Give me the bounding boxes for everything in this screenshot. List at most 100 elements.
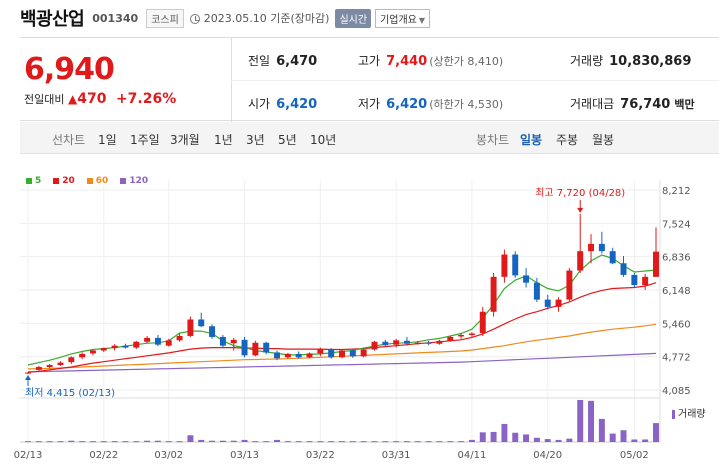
volume-bar <box>209 440 216 442</box>
volume-bar <box>57 441 64 443</box>
stat-volume: 거래량 10,830,869 <box>570 52 691 69</box>
volume-bar <box>620 430 627 442</box>
x-tick-label: 03/22 <box>306 450 335 461</box>
range-1y[interactable]: 1년 <box>214 133 233 147</box>
x-tick-label: 02/13 <box>14 450 43 461</box>
volume-bar <box>360 441 367 443</box>
volume-bar <box>317 441 324 443</box>
candle-body <box>631 274 638 286</box>
volume-bar <box>46 441 53 443</box>
range-5y[interactable]: 5년 <box>278 133 297 147</box>
volume-bar <box>523 434 530 442</box>
price-summary-panel: 6,940 전일대비 ▲470 +7.26% 전일 6,470 고가 7,440 (상… <box>20 37 719 122</box>
volume-bar <box>176 441 183 443</box>
legend-ma60: 60 <box>86 176 108 186</box>
candle-body <box>68 357 75 363</box>
line-chart-label[interactable]: 선차트 <box>52 133 86 147</box>
range-1w[interactable]: 1주일 <box>130 133 160 147</box>
upper-limit: (상한가 8,410) <box>429 55 504 68</box>
volume-bar <box>230 440 237 442</box>
volume-bar <box>219 440 226 442</box>
candle-body <box>35 366 42 370</box>
volume-legend: 거래량 <box>672 405 706 420</box>
company-overview-label: 기업개요 <box>380 14 417 26</box>
candle-body <box>46 365 53 367</box>
volume-bar <box>436 441 443 443</box>
y-tick-label: 6,148 <box>662 286 691 297</box>
stat-label: 시가 <box>248 97 271 111</box>
change-percent: +7.26% <box>115 91 177 107</box>
volume-bar <box>339 441 345 443</box>
company-overview-dropdown[interactable]: 기업개요 ▼ <box>375 8 431 28</box>
x-tick-label: 04/20 <box>533 450 562 461</box>
stat-value: 10,830,869 <box>609 54 692 69</box>
volume-bar <box>544 439 551 442</box>
range-1d[interactable]: 1일 <box>98 133 117 147</box>
candle-body <box>25 372 31 374</box>
y-tick-label: 6,836 <box>662 253 691 264</box>
range-10y[interactable]: 10년 <box>310 133 337 147</box>
clock-icon <box>189 14 200 24</box>
volume-bar <box>144 440 151 442</box>
x-tick-label: 03/13 <box>230 450 259 461</box>
stat-value: 6,420 <box>276 97 318 112</box>
candle-body <box>284 353 291 358</box>
y-tick-label: 5,460 <box>662 319 691 330</box>
high-annotation: 최고 7,720 (04/28) <box>535 187 625 199</box>
stat-label: 거래대금 <box>570 97 615 111</box>
high-arrow-head <box>577 207 584 213</box>
candle-body <box>79 353 86 358</box>
volume-bar <box>468 439 475 442</box>
y-tick-label: 7,524 <box>662 219 691 230</box>
x-tick-label: 03/02 <box>154 450 183 461</box>
realtime-button[interactable]: 실시간 <box>335 8 372 28</box>
candle-body <box>111 345 118 349</box>
legend-ma20: 20 <box>53 176 75 186</box>
stock-header: 백광산업 001340 코스피 2023.05.10 기준(장마감) 실시간 기… <box>0 0 719 36</box>
volume-bar <box>89 441 96 443</box>
candle-body <box>642 276 649 286</box>
candle-body <box>393 340 400 345</box>
ma120-line <box>27 352 657 373</box>
volume-bar <box>198 439 205 442</box>
volume-bar <box>252 441 259 443</box>
stat-value: 7,440 <box>386 54 428 69</box>
volume-bar <box>479 432 486 442</box>
candle-body <box>198 319 205 327</box>
y-tick-label: 4,772 <box>662 353 691 364</box>
candle-body <box>468 333 475 335</box>
candle-body <box>274 352 281 359</box>
volume-bar <box>295 441 302 443</box>
legend-label: 5 <box>35 176 42 186</box>
candle-body <box>414 342 421 344</box>
candle-body <box>555 299 562 307</box>
volume-bar <box>555 439 562 442</box>
volume-bar <box>458 441 465 443</box>
candle-body <box>382 341 389 346</box>
candle-body <box>501 254 508 277</box>
low-annotation: 최저 4,415 (02/13) <box>25 387 115 399</box>
divider <box>231 80 719 81</box>
candle-body <box>577 251 584 271</box>
range-3m[interactable]: 3개월 <box>170 133 200 147</box>
candle-body <box>425 342 432 344</box>
candle-chart-label[interactable]: 봉차트 <box>476 133 510 147</box>
candle-daily[interactable]: 일봉 <box>520 133 543 147</box>
volume-bar <box>349 441 356 443</box>
volume-bar <box>598 418 605 442</box>
volume-bar <box>241 439 248 442</box>
stat-open: 시가 6,420 <box>248 95 317 112</box>
volume-bar <box>533 437 540 442</box>
volume-bar <box>263 441 270 443</box>
volume-bar <box>501 423 508 442</box>
candle-weekly[interactable]: 주봉 <box>556 133 579 147</box>
candle-monthly[interactable]: 월봉 <box>592 133 615 147</box>
candle-body <box>653 251 659 277</box>
candle-body <box>122 345 129 348</box>
stat-label: 전일 <box>248 54 271 68</box>
candle-body <box>295 353 302 358</box>
stat-value: 6,420 <box>386 97 428 112</box>
volume-bar <box>328 441 335 443</box>
range-3y[interactable]: 3년 <box>246 133 265 147</box>
